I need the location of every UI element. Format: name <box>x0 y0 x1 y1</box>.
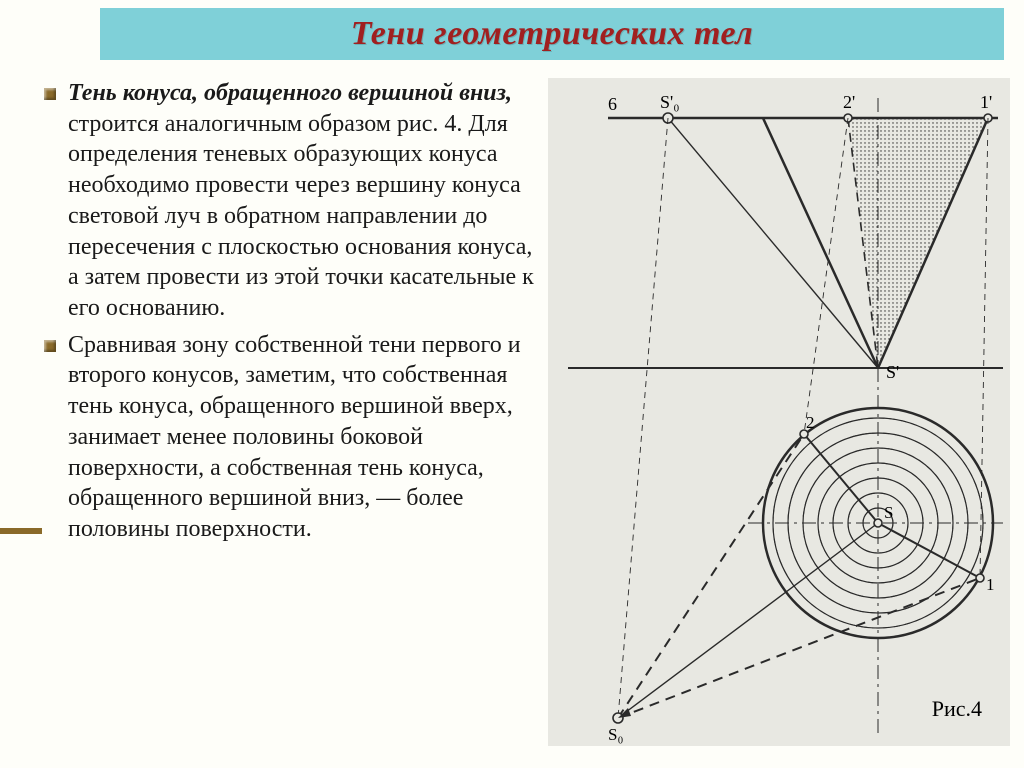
bullet-2-rest: Сравнивая зону собственной тени первого … <box>68 332 521 542</box>
svg-text:2: 2 <box>806 413 815 432</box>
figure-caption: Рис.4 <box>932 696 982 722</box>
figure-svg: 6 S'₀ 2' 1' S' <box>548 78 1010 746</box>
svg-text:1: 1 <box>986 575 995 594</box>
svg-text:6: 6 <box>608 94 617 114</box>
svg-text:S'₀: S'₀ <box>660 92 680 112</box>
svg-text:1': 1' <box>980 92 992 112</box>
bullet-1: Тень конуса, обращенного вершиной вниз, … <box>40 78 540 324</box>
bullet-2: Сравнивая зону собственной тени первого … <box>40 330 540 545</box>
bullet-1-lead: Тень конуса, обращенного вершиной вниз, <box>68 80 512 106</box>
accent-bar <box>0 528 42 534</box>
body-text: Тень конуса, обращенного вершиной вниз, … <box>40 78 540 551</box>
svg-text:S: S <box>884 503 893 522</box>
page-title: Тени геометрических тел <box>351 15 754 53</box>
bullet-1-rest: строится аналогичным образом рис. 4. Для… <box>68 111 534 321</box>
svg-text:S₀: S₀ <box>608 725 623 744</box>
svg-text:2': 2' <box>843 92 855 112</box>
svg-text:S': S' <box>886 362 899 382</box>
title-bar: Тени геометрических тел <box>100 8 1004 60</box>
figure-4: 6 S'₀ 2' 1' S' <box>548 78 1010 746</box>
